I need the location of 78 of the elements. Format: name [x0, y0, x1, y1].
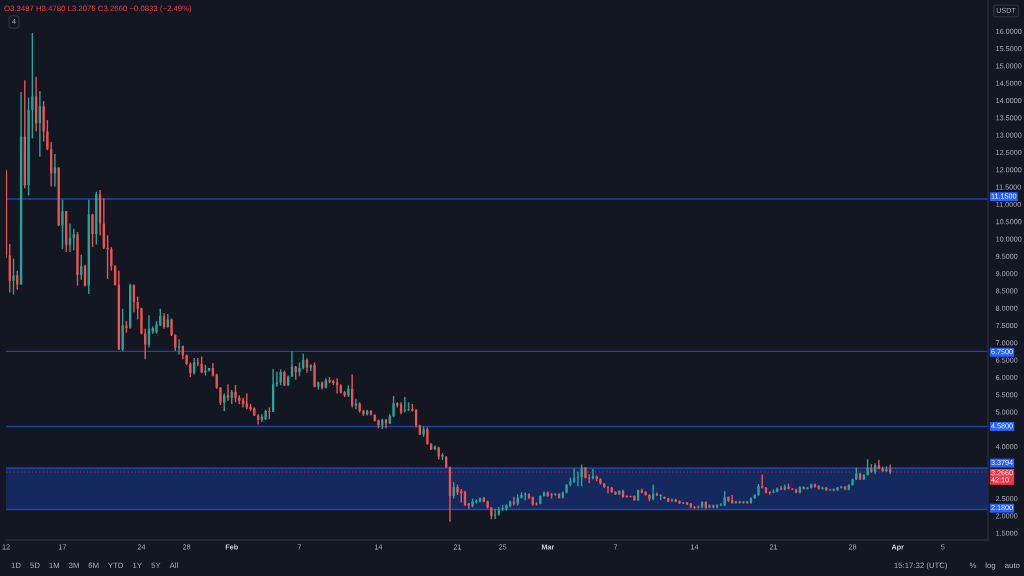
candlestick — [362, 409, 365, 417]
candlestick — [264, 409, 267, 421]
candlestick — [584, 466, 587, 480]
candlestick — [851, 478, 854, 487]
candlestick — [42, 100, 45, 143]
candlestick — [422, 425, 425, 438]
candlestick — [279, 368, 282, 386]
candlestick — [226, 383, 230, 402]
candlestick — [576, 470, 580, 488]
candlestick — [268, 406, 271, 420]
candlestick — [335, 377, 339, 395]
candlestick — [708, 503, 711, 509]
candlestick — [870, 463, 873, 474]
candlestick — [580, 463, 583, 488]
candlestick — [313, 361, 316, 389]
candlestick — [821, 485, 824, 491]
candlestick — [298, 361, 301, 377]
candlestick — [283, 370, 286, 387]
candlestick — [490, 506, 493, 520]
candlestick — [456, 483, 459, 496]
candlestick — [779, 485, 783, 491]
candlestick — [599, 477, 602, 486]
candlestick — [403, 396, 406, 414]
candlestick — [68, 222, 72, 253]
candlestick — [27, 96, 30, 197]
candlestick — [121, 308, 124, 352]
candlestick — [200, 355, 203, 374]
candlestick — [177, 338, 181, 356]
candlestick — [347, 384, 350, 398]
candlestick — [565, 483, 568, 494]
candlestick — [885, 465, 888, 473]
candlestick — [806, 486, 809, 491]
candlestick — [140, 307, 143, 336]
candlestick — [772, 488, 775, 494]
candlestick — [742, 500, 745, 505]
candlestick — [249, 403, 252, 412]
candlestick — [234, 384, 237, 403]
candlestick — [275, 371, 279, 388]
candlestick — [392, 395, 395, 418]
candlestick — [678, 499, 681, 505]
candlestick — [881, 465, 884, 473]
candlestick — [407, 401, 410, 412]
candlestick — [426, 426, 429, 446]
candlestick — [125, 320, 128, 334]
candlestick — [170, 317, 173, 337]
candlestick — [648, 493, 651, 502]
candlestick — [31, 32, 34, 140]
candlestick — [501, 504, 504, 512]
candlestick — [723, 490, 726, 507]
candlestick — [550, 492, 553, 500]
candlestick — [219, 386, 222, 406]
candlestick — [377, 418, 380, 429]
candlestick — [76, 231, 79, 287]
candlestick — [659, 493, 662, 501]
candlestick — [328, 376, 331, 384]
candlestick — [61, 199, 64, 250]
candlestick — [727, 495, 730, 503]
candlestick — [787, 482, 790, 491]
candlestick — [189, 361, 192, 378]
candlestick — [471, 497, 474, 508]
candlestick — [91, 213, 94, 248]
candlestick — [441, 452, 444, 461]
candlestick — [614, 490, 617, 496]
candlestick — [493, 508, 497, 520]
candlestick — [155, 320, 158, 335]
candlestick — [712, 503, 715, 509]
candlestick — [12, 257, 15, 296]
candlestick — [520, 491, 523, 500]
candlestick — [204, 364, 207, 377]
candlestick — [505, 503, 508, 512]
candlestick — [757, 483, 760, 497]
candlestick — [644, 490, 647, 497]
candlestick — [486, 499, 489, 510]
candlestick — [606, 485, 610, 495]
candlestick — [866, 458, 869, 477]
candlestick — [836, 486, 839, 492]
candlestick — [802, 485, 805, 491]
candlestick — [730, 494, 734, 505]
